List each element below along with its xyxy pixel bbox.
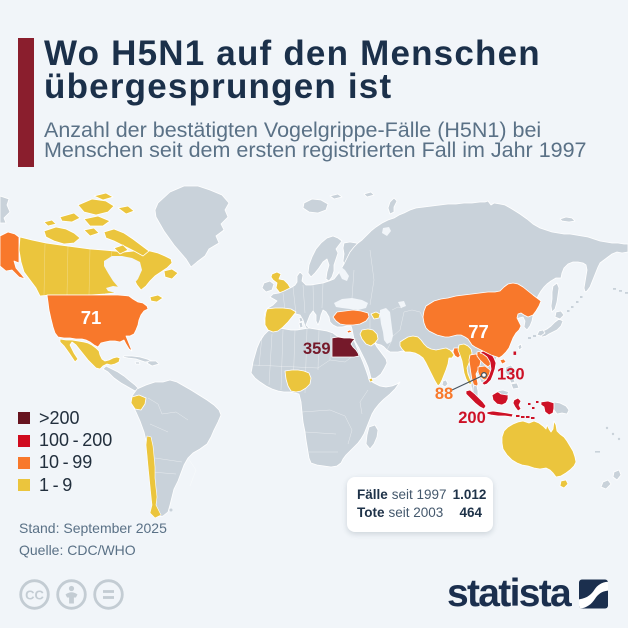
svg-text:200: 200 — [458, 409, 486, 427]
svg-text:88: 88 — [435, 385, 453, 403]
svg-text:130: 130 — [497, 366, 525, 384]
svg-text:CC: CC — [25, 588, 44, 603]
svg-text:71: 71 — [81, 307, 102, 328]
svg-text:77: 77 — [468, 321, 489, 342]
svg-text:359: 359 — [303, 340, 331, 358]
